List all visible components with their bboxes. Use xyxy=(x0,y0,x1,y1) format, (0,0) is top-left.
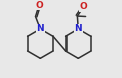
Text: N: N xyxy=(74,24,82,33)
Text: O: O xyxy=(35,1,43,10)
Text: N: N xyxy=(36,24,44,33)
Text: O: O xyxy=(80,2,88,11)
